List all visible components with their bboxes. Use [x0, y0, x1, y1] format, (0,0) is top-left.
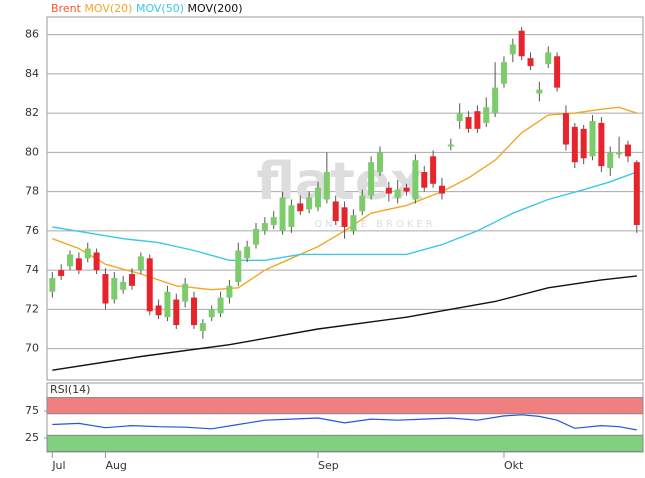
candle-body	[509, 44, 516, 55]
watermark: ONLINE BROKER	[314, 219, 435, 230]
candle-body	[279, 197, 286, 231]
candle-body	[571, 126, 578, 163]
candle-body	[633, 162, 640, 225]
candle-body	[111, 277, 118, 300]
candle-body	[208, 309, 215, 318]
y-tick-label: 86	[25, 28, 39, 41]
candle-body	[545, 52, 552, 65]
candle-body	[217, 297, 224, 314]
candle-body	[235, 250, 242, 282]
candle-body	[376, 152, 383, 173]
candle-body	[226, 285, 233, 298]
candle-body	[562, 113, 569, 145]
candle-body	[624, 144, 631, 157]
candle-body	[580, 128, 587, 159]
candle-body	[385, 187, 392, 194]
candle-body	[359, 195, 366, 212]
candle-body	[297, 203, 304, 212]
candle-body	[492, 87, 499, 114]
line	[52, 275, 637, 371]
candle-body	[244, 246, 251, 259]
candle-body	[616, 152, 623, 155]
legend: Brent MOV(20) MOV(50) MOV(200)	[51, 2, 243, 15]
x-tick-label: Jul	[51, 459, 65, 472]
y-tick-label: 70	[25, 342, 39, 355]
candle-body	[430, 156, 437, 184]
band	[46, 434, 644, 452]
y-tick-label: 78	[25, 185, 39, 198]
candle-body	[474, 111, 481, 129]
candle-body	[49, 277, 56, 292]
line	[52, 171, 638, 261]
candle-body	[500, 62, 507, 84]
candle-body	[332, 201, 339, 222]
candle-body	[252, 228, 259, 245]
legend-entry: MOV(200)	[188, 2, 243, 15]
candle-body	[155, 305, 162, 316]
y-tick-label: 75	[25, 404, 39, 417]
candle-body	[527, 58, 534, 67]
candle-body	[554, 56, 561, 88]
candle-body	[270, 217, 277, 225]
candle-body	[164, 291, 171, 318]
candle-body	[137, 256, 144, 271]
candle-body	[323, 172, 330, 200]
x-tick-label: Okt	[504, 459, 524, 472]
legend-entry: MOV(20)	[84, 2, 132, 15]
candle-body	[394, 189, 401, 198]
candle-body	[368, 162, 375, 196]
candle-body	[306, 197, 313, 210]
candle-body	[67, 254, 74, 267]
candle-body	[75, 258, 82, 271]
candle-body	[350, 215, 357, 231]
y-tick-label: 82	[25, 106, 39, 119]
candle-body	[607, 152, 614, 169]
candle-body	[129, 274, 136, 286]
band	[46, 397, 644, 415]
legend-entry: MOV(50)	[136, 2, 184, 15]
candle-body	[536, 89, 543, 94]
candle-body	[589, 120, 596, 157]
candle-body	[261, 223, 268, 231]
y-tick-label: 84	[25, 67, 39, 80]
candle-body	[483, 107, 490, 123]
candle-body	[199, 323, 206, 331]
legend-entry: Brent	[51, 2, 82, 15]
candle-body	[173, 299, 180, 326]
candle-body	[456, 113, 463, 121]
x-tick-label: Sep	[318, 459, 339, 472]
y-tick-label: 25	[25, 431, 39, 444]
y-tick-label: 74	[25, 263, 39, 276]
candle-body	[191, 297, 198, 326]
candle-body	[421, 172, 428, 188]
candle-body	[120, 281, 127, 290]
plot-frame	[46, 16, 644, 381]
candle-body	[438, 185, 445, 194]
y-tick-label: 80	[25, 145, 39, 158]
candle-body	[288, 205, 295, 227]
candle-body	[93, 252, 100, 271]
candle-body	[341, 207, 348, 227]
candle-body	[182, 283, 189, 302]
candle-body	[146, 258, 153, 312]
panel-title: RSI(14)	[50, 383, 90, 396]
candle-body	[403, 187, 410, 192]
line	[52, 106, 638, 291]
candle-body	[598, 122, 605, 167]
candle-body	[447, 144, 454, 147]
candle-body	[412, 160, 419, 200]
y-tick-label: 72	[25, 302, 39, 315]
candle-body	[58, 270, 65, 277]
candle-body	[314, 187, 321, 208]
candle-body	[84, 248, 91, 259]
line	[52, 414, 637, 431]
y-tick-label: 76	[25, 224, 39, 237]
x-tick-label: Aug	[105, 459, 126, 472]
candle-body	[465, 117, 472, 129]
candle-body	[102, 274, 109, 304]
candle-body	[518, 30, 525, 57]
